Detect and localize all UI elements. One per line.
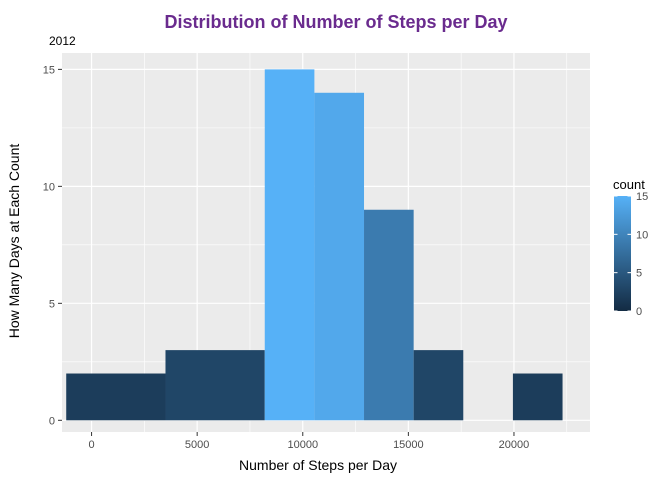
x-axis-title: Number of Steps per Day (239, 457, 397, 473)
legend: count 0 5 10 15 (613, 177, 648, 318)
legend-colorbar (614, 196, 631, 311)
legend-tick-label: 5 (636, 268, 642, 280)
histogram-bar (512, 373, 563, 421)
y-tick-label: 0 (49, 415, 55, 427)
legend-tick-label: 10 (636, 229, 648, 241)
legend-title: count (613, 177, 645, 192)
legend-tick-label: 0 (636, 306, 642, 318)
x-tick-label: 0 (89, 439, 95, 451)
chart-subtitle: 2012 (49, 34, 76, 48)
histogram-bar (66, 373, 166, 421)
y-axis: 0 5 10 15 (43, 64, 62, 427)
y-tick-label: 5 (49, 298, 55, 310)
y-axis-title: How Many Days at Each Count (6, 144, 22, 339)
chart-title: Distribution of Number of Steps per Day (164, 12, 507, 32)
x-tick-label: 10000 (287, 439, 318, 451)
histogram-bar (165, 350, 265, 421)
y-tick-label: 10 (43, 181, 55, 193)
histogram-bar (264, 69, 315, 421)
y-tick-label: 15 (43, 64, 55, 76)
legend-tick-label: 15 (636, 191, 648, 203)
histogram-bar (364, 209, 414, 421)
x-axis: 0 5000 10000 15000 20000 (89, 432, 530, 451)
histogram-bars (66, 69, 563, 421)
histogram-bar (413, 350, 464, 421)
x-tick-label: 5000 (185, 439, 209, 451)
histogram-bar (314, 92, 365, 421)
x-tick-label: 15000 (393, 439, 424, 451)
x-tick-label: 20000 (499, 439, 530, 451)
